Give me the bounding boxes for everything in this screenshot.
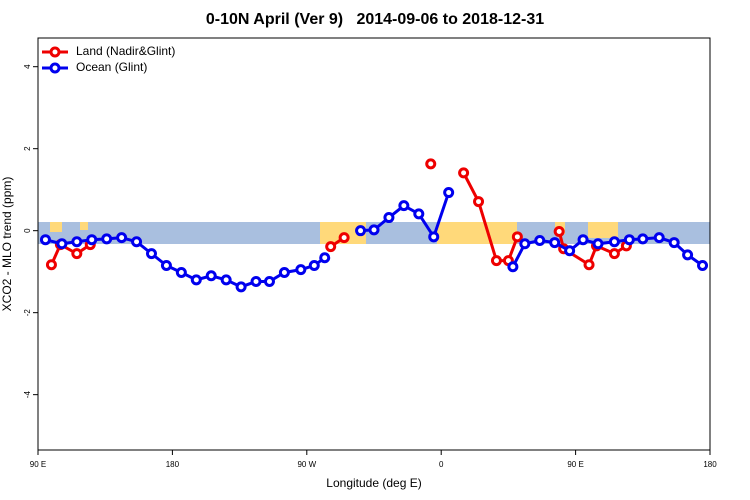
data-point [263, 276, 275, 288]
data-point [116, 232, 128, 244]
data-point [608, 248, 620, 260]
land-patch [588, 222, 618, 238]
data-point [682, 249, 694, 261]
data-point [413, 208, 425, 220]
x-tick-label: 90 E [567, 460, 583, 469]
data-point [235, 281, 247, 293]
legend-label: Ocean (Glint) [76, 60, 147, 74]
data-point [338, 232, 350, 244]
x-tick-label: 180 [166, 460, 180, 469]
data-point [458, 167, 470, 179]
data-point [160, 260, 172, 272]
x-tick-label: 90 E [30, 460, 46, 469]
data-point [425, 158, 437, 170]
legend-marker [49, 62, 61, 74]
series-line [50, 242, 92, 266]
data-point [250, 276, 262, 288]
data-point [131, 236, 143, 248]
data-point [56, 238, 68, 250]
legend-marker [49, 46, 61, 58]
y-tick-label: -4 [23, 391, 32, 399]
y-tick-label: 4 [23, 64, 32, 69]
x-tick-label: 180 [703, 460, 717, 469]
data-point [278, 266, 290, 278]
data-point [398, 200, 410, 212]
data-point [577, 234, 589, 246]
legend-label: Land (Nadir&Glint) [76, 44, 175, 58]
data-point [534, 235, 546, 247]
land-patch [50, 222, 62, 232]
data-point [205, 270, 217, 282]
data-point [608, 236, 620, 248]
data-point [473, 196, 485, 208]
data-point [319, 252, 331, 264]
data-point [383, 212, 395, 224]
data-point [295, 264, 307, 276]
data-point [71, 248, 83, 260]
data-point [519, 238, 531, 250]
land-patch [437, 222, 517, 244]
data-point [623, 234, 635, 246]
data-point [549, 237, 561, 249]
y-tick-label: 2 [23, 146, 32, 151]
data-point [86, 234, 98, 246]
data-point [45, 259, 57, 271]
data-point [39, 234, 51, 246]
data-point [637, 233, 649, 245]
data-point [564, 245, 576, 257]
y-axis-label: XCO2 - MLO trend (ppm) [0, 177, 14, 312]
y-tick-label: -2 [23, 309, 32, 317]
data-point [553, 225, 565, 237]
data-point [428, 231, 440, 243]
data-point [145, 248, 157, 260]
data-point [443, 187, 455, 199]
data-point [355, 225, 367, 237]
data-point [507, 261, 519, 273]
data-point [175, 266, 187, 278]
data-point [697, 260, 709, 272]
data-point [668, 237, 680, 249]
chart-title: 0-10N April (Ver 9) 2014-09-06 to 2018-1… [206, 11, 544, 28]
data-point [583, 259, 595, 271]
x-tick-label: 90 W [297, 460, 316, 469]
data-point [368, 224, 380, 236]
data-point [190, 274, 202, 286]
data-point [592, 238, 604, 250]
plot-frame [37, 37, 711, 451]
data-point [511, 231, 523, 243]
data-point [325, 241, 337, 253]
land-patch [80, 222, 88, 230]
x-tick-label: 0 [439, 460, 444, 469]
y-tick-label: 0 [23, 228, 32, 233]
data-point [220, 274, 232, 286]
x-axis-label: Longitude (deg E) [326, 476, 421, 490]
data-point [101, 233, 113, 245]
data-point [490, 255, 502, 267]
data-point [653, 232, 665, 244]
data-point [71, 236, 83, 248]
data-point [308, 260, 320, 272]
